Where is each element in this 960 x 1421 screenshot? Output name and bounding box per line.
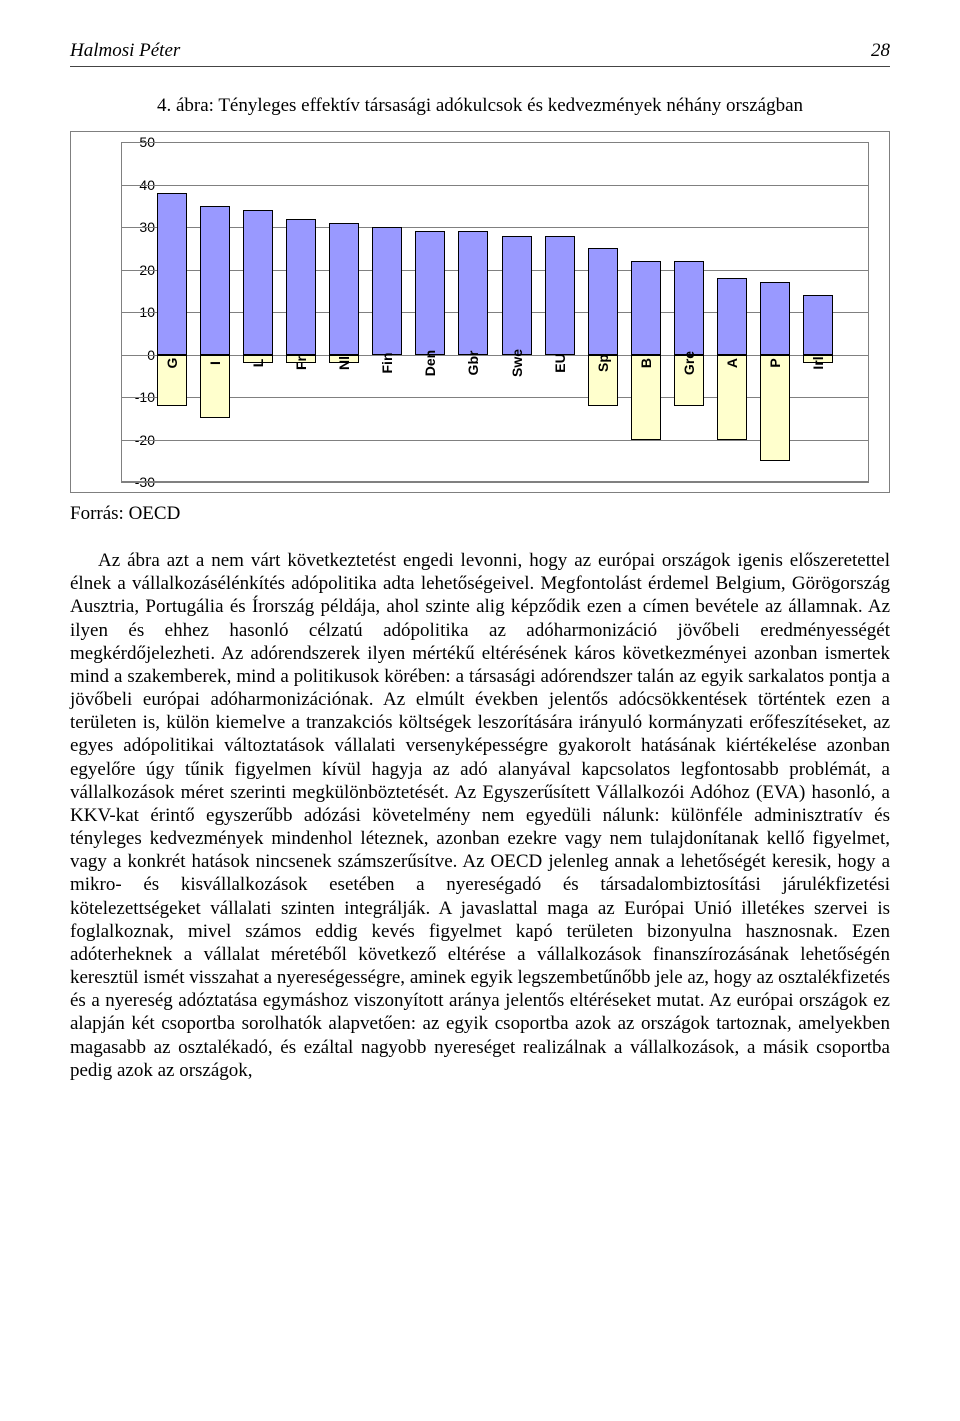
bar-upper — [803, 295, 833, 355]
x-tick-label: Gbr — [465, 350, 481, 375]
x-tick-label: L — [250, 358, 266, 367]
bar-upper — [415, 231, 445, 354]
x-tick-label: Swe — [509, 348, 525, 376]
bar-upper — [329, 223, 359, 355]
bar-group: Den — [415, 142, 445, 482]
bar-group: Swe — [502, 142, 532, 482]
x-tick-label: Nl — [336, 356, 352, 370]
x-tick-label: A — [724, 357, 740, 367]
bar-upper — [545, 236, 575, 355]
figure-source: Forrás: OECD — [70, 503, 890, 525]
bar-group: EU — [545, 142, 575, 482]
x-tick-label: Irl — [810, 356, 826, 369]
x-tick-label: Fin — [379, 352, 395, 373]
bar-group: Irl — [803, 142, 833, 482]
x-tick-label: Fr — [293, 356, 309, 370]
x-tick-label: B — [638, 357, 654, 367]
bar-upper — [157, 193, 187, 355]
bar-upper — [243, 210, 273, 355]
bar-upper — [631, 261, 661, 355]
gridline — [121, 440, 869, 441]
chart-container: -30-20-1001020304050 GILFrNlFinDenGbrSwe… — [70, 131, 890, 493]
bar-group: I — [200, 142, 230, 482]
page-container: Halmosi Péter 28 4. ábra: Tényleges effe… — [0, 0, 960, 1142]
bar-upper — [588, 248, 618, 354]
gridline — [121, 227, 869, 228]
gridline — [121, 482, 869, 483]
bar-upper — [372, 227, 402, 355]
gridline — [121, 270, 869, 271]
body-paragraph: Az ábra azt a nem várt következtetést en… — [70, 549, 890, 1082]
bar-group: Gre — [674, 142, 704, 482]
bar-upper — [717, 278, 747, 355]
gridline — [121, 185, 869, 186]
gridline — [121, 142, 869, 143]
bar-upper — [458, 231, 488, 354]
x-tick-label: Den — [422, 349, 438, 375]
gridline — [121, 355, 869, 356]
x-tick-label: Gre — [681, 350, 697, 374]
bar-group: G — [157, 142, 187, 482]
bar-upper — [502, 236, 532, 355]
header-page-number: 28 — [871, 40, 890, 62]
bar-upper — [674, 261, 704, 355]
x-tick-label: Sp — [595, 354, 611, 372]
bar-group: B — [631, 142, 661, 482]
x-tick-label: I — [207, 361, 223, 365]
gridline — [121, 312, 869, 313]
plot-area: G I L Fr Nl Fin Den Gbr Swe EU Sp B Gre A P Irl — [121, 142, 869, 482]
x-tick-label: G — [164, 357, 180, 368]
bar-group: L — [243, 142, 273, 482]
bar-group: P — [760, 142, 790, 482]
bar-upper — [200, 206, 230, 355]
gridline — [121, 397, 869, 398]
bar-upper — [760, 282, 790, 354]
bar-group: Fr — [286, 142, 316, 482]
x-tick-label: EU — [552, 353, 568, 372]
bar-upper — [286, 219, 316, 355]
figure-title: 4. ábra: Tényleges effektív társasági ad… — [70, 95, 890, 117]
bar-group: Nl — [329, 142, 359, 482]
bar-group: Sp — [588, 142, 618, 482]
header-author: Halmosi Péter — [70, 40, 180, 62]
bar-lower — [760, 355, 790, 461]
x-tick-label: P — [767, 358, 783, 367]
bar-group: Gbr — [458, 142, 488, 482]
chart-inner: -30-20-1001020304050 GILFrNlFinDenGbrSwe… — [121, 142, 869, 482]
bar-group: A — [717, 142, 747, 482]
bar-group: Fin — [372, 142, 402, 482]
running-header: Halmosi Péter 28 — [70, 40, 890, 67]
